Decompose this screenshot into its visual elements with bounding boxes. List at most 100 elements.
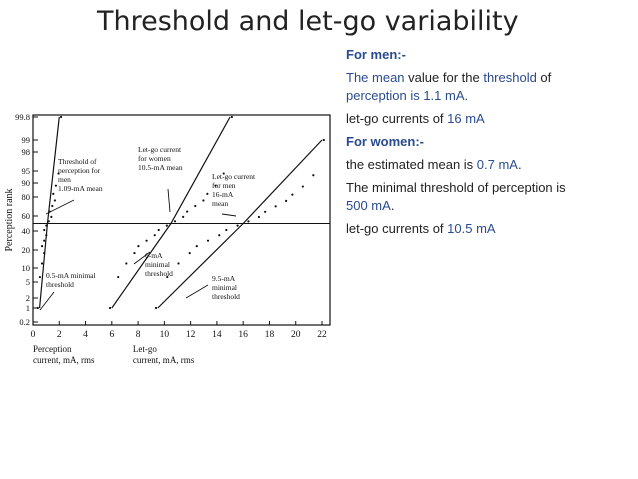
- series-1-point-11: [186, 210, 189, 213]
- x-tick-label-9: 18: [265, 330, 275, 340]
- x-tick-label-11: 22: [317, 330, 327, 340]
- men-note-1a: The mean: [346, 70, 405, 85]
- series-2-point-4: [195, 245, 198, 248]
- y-tick-label-12: 99: [22, 135, 31, 145]
- series-1-point-9: [173, 220, 177, 223]
- series-1-point-4: [137, 245, 140, 248]
- men-note-1c: threshold: [483, 70, 537, 85]
- series-0-point-0: [36, 306, 39, 310]
- annotation-2-line-2: 16-mA: [212, 190, 234, 199]
- y-tick-label-10: 95: [22, 166, 31, 176]
- annotation-5-line-2: threshold: [212, 292, 240, 301]
- series-0-point-12: [51, 204, 54, 208]
- series-2-point-3: [188, 251, 191, 255]
- y-tick-label-11: 98: [22, 147, 31, 157]
- women-note-1c: .: [517, 157, 522, 172]
- series-1-point-12: [194, 204, 197, 208]
- series-line-0: [38, 116, 60, 309]
- annotation-2-line-1: for men: [212, 181, 236, 190]
- series-2-point-8: [236, 224, 239, 227]
- x-tick-label-1: 2: [57, 330, 62, 340]
- series-0-point-13: [53, 199, 57, 202]
- annotation-0-line-0: Threshold of: [58, 157, 97, 166]
- annotation-1-line-2: 10.5-mA mean: [138, 163, 183, 172]
- x-tick-label-3: 6: [109, 330, 114, 340]
- series-2-point-5: [206, 239, 210, 242]
- women-note-1a: the estimated mean is: [346, 157, 477, 172]
- notes-panel: For men:- The mean value for the thresho…: [346, 46, 634, 243]
- series-2-point-9: [247, 220, 250, 223]
- plot-frame: [32, 114, 331, 326]
- series-1-point-5: [145, 239, 148, 242]
- men-note-1: The mean value for the threshold of perce…: [346, 69, 634, 105]
- x-tick-label-10: 20: [291, 330, 301, 340]
- series-line-2: [157, 139, 323, 309]
- men-header: For men:-: [346, 47, 406, 62]
- annotation-arrow-5: [185, 284, 209, 299]
- x-tick-label-6: 12: [186, 330, 196, 340]
- men-note-3: let-go currents of 16 mA: [346, 110, 634, 128]
- women-note-1: the estimated mean is 0.7 mA.: [346, 156, 634, 174]
- series-0-point-16: [57, 172, 60, 175]
- series-2-point-2: [177, 262, 180, 265]
- annotation-2-line-0: Let-go current: [212, 172, 256, 181]
- y-tick-label-13: 99.8: [15, 112, 30, 122]
- women-note-3a: 500 mA: [346, 198, 391, 213]
- y-tick-label-6: 40: [22, 226, 31, 236]
- series-1-point-16: [222, 172, 225, 175]
- series-2-point-14: [291, 193, 294, 196]
- series-0-point-6: [45, 234, 48, 237]
- x-axis-label-right-0: Let-go: [133, 344, 157, 354]
- annotation-1-line-1: for women: [138, 154, 171, 163]
- series-2-point-0: [154, 306, 158, 310]
- series-0-point-1: [38, 275, 41, 279]
- series-2-point-7: [225, 228, 228, 232]
- series-0-point-9: [47, 220, 50, 223]
- series-1-point-2: [125, 262, 128, 265]
- series-2-point-17: [322, 138, 325, 142]
- series-1-point-7: [157, 228, 160, 232]
- series-1-point-10: [182, 215, 185, 219]
- series-1-point-14: [206, 192, 209, 195]
- annotation-4-line-2: threshold: [145, 269, 173, 278]
- x-axis-label-right-1: current, mA, rms: [133, 355, 195, 365]
- y-tick-label-4: 10: [22, 263, 31, 273]
- series-1-point-13: [202, 199, 205, 202]
- annotation-0-line-2: men: [58, 175, 71, 184]
- women-note-4b: 10.5 mA: [447, 221, 496, 236]
- annotation-2-line-3: mean: [212, 199, 228, 208]
- annotation-3-line-0: 0.5-mA minimal: [46, 271, 96, 280]
- annotation-3-line-1: threshold: [46, 280, 74, 289]
- series-1-point-6: [153, 234, 156, 237]
- series-0-point-2: [40, 262, 44, 265]
- perception-chart: 0.2 1 2 5 10 20 40 60 80 90 95 98 99 99.8 Perception r…: [0, 100, 336, 390]
- annotation-arrow-0: [45, 199, 75, 215]
- men-note-1d: of: [536, 70, 552, 85]
- x-tick-label-8: 16: [238, 330, 248, 340]
- x-tick-label-4: 8: [136, 330, 141, 340]
- series-0-point-5: [43, 239, 46, 242]
- series-0-point-4: [40, 245, 44, 248]
- x-tick-label-5: 10: [160, 330, 170, 340]
- men-note-3b: 16 mA: [447, 111, 485, 126]
- series-0-point-17: [59, 115, 63, 119]
- x-tick-label-2: 4: [83, 330, 88, 340]
- series-1-point-17: [230, 115, 233, 119]
- series-2-point-11: [264, 210, 267, 213]
- series-2-point-1: [166, 275, 169, 279]
- annotation-arrow-1: [167, 188, 171, 213]
- annotation-arrow-2: [221, 213, 237, 217]
- y-tick-label-2: 2: [26, 293, 30, 303]
- y-tick-label-0: 0.2: [19, 317, 30, 327]
- y-tick-label-8: 80: [22, 192, 31, 202]
- series-2-point-6: [218, 234, 221, 237]
- series-2-point-10: [257, 215, 260, 219]
- annotation-1-line-0: Let-go current: [138, 145, 182, 154]
- women-note-4: let-go currents of 10.5 mA: [346, 220, 634, 238]
- x-tick-label-7: 14: [212, 330, 222, 340]
- series-1-point-8: [165, 224, 168, 227]
- women-note-2: The minimal threshold of perception is 50…: [346, 179, 634, 215]
- annotation-arrow-4: [133, 251, 151, 265]
- y-tick-label-1: 1: [26, 303, 30, 313]
